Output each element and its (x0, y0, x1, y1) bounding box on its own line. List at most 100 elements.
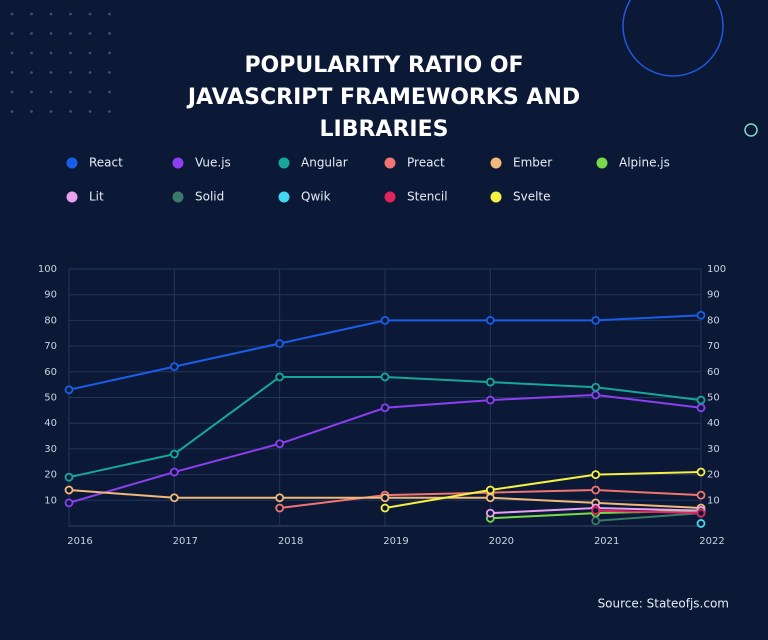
y-tick-label: 40 (44, 418, 57, 429)
data-point (696, 508, 706, 518)
data-point (64, 485, 74, 495)
decor-dot (88, 71, 92, 74)
data-point (169, 449, 179, 459)
y-tick-label: 80 (44, 315, 57, 326)
y-tick-label: 30 (44, 444, 57, 455)
legend-swatch (66, 191, 78, 203)
decor-dot (108, 51, 111, 55)
data-point (64, 385, 74, 395)
legend-swatch (172, 191, 184, 203)
decor-dot (69, 32, 72, 35)
data-point (275, 493, 285, 503)
legend-swatch (384, 157, 396, 169)
legend-swatch (278, 191, 290, 203)
legend-label: Angular (301, 156, 348, 170)
legend-label: React (89, 156, 123, 170)
decor-dot (88, 32, 92, 35)
data-point (591, 506, 601, 515)
y-tick-label-right: 20 (707, 470, 720, 481)
decor-dot (49, 71, 53, 74)
decor-dot (69, 71, 72, 74)
data-point (485, 377, 495, 387)
data-point (275, 372, 285, 382)
decor-dot (49, 110, 53, 113)
data-point (275, 439, 285, 449)
y-tick-label: 100 (38, 264, 57, 275)
decor-dot (49, 90, 53, 94)
decor-dot (69, 12, 72, 16)
data-point (485, 395, 495, 405)
data-point (64, 472, 74, 482)
legend-swatch (596, 157, 608, 169)
series-line (595, 509, 702, 515)
y-tick-label-right: 10 (707, 495, 720, 506)
decor-dot (10, 110, 14, 113)
series-line (384, 471, 702, 509)
source: Source: Stateofjs.com (598, 597, 729, 611)
legend-label: Vue.js (195, 156, 231, 170)
data-point (696, 395, 706, 405)
data-point (380, 503, 390, 513)
decor-dot (108, 12, 111, 16)
x-tick-label: 2017 (173, 536, 198, 547)
decor-dot (69, 90, 72, 94)
data-point (380, 372, 390, 382)
x-tick-label: 2018 (278, 536, 303, 547)
decor-dot (30, 71, 33, 74)
decor-dot (10, 51, 14, 55)
x-tick-label: 2020 (489, 536, 514, 547)
decor-dot (88, 110, 92, 113)
legend-swatch (490, 157, 502, 169)
y-tick-label: 50 (44, 393, 57, 404)
data-point (591, 382, 601, 392)
chart-title: POPULARITY RATIO OF JAVASCRIPT FRAMEWORK… (187, 53, 581, 142)
y-tick-label-right: 30 (707, 444, 720, 455)
decor-dot (49, 32, 53, 35)
data-point (696, 467, 706, 477)
data-point (696, 490, 706, 500)
decor-dot (69, 51, 72, 55)
decor-dot (30, 32, 33, 35)
x-tick-label: 2021 (594, 536, 619, 547)
data-point (696, 403, 706, 413)
decor-dot (30, 90, 33, 94)
legend-swatch (278, 157, 290, 169)
data-point (169, 362, 179, 372)
legend-label: Stencil (407, 190, 448, 204)
data-point (591, 470, 601, 480)
data-point (380, 315, 390, 325)
data-point (485, 315, 495, 325)
x-tick-label: 2019 (383, 536, 408, 547)
data-point (591, 315, 601, 325)
decor-dot (69, 110, 72, 113)
y-tick-label-right: 40 (707, 418, 720, 429)
legend-swatch (384, 191, 396, 203)
data-point (485, 493, 495, 503)
y-tick-label-right: 50 (707, 393, 720, 404)
decor-dot (49, 12, 53, 16)
y-tick-label: 70 (44, 341, 57, 352)
legend-swatch (490, 191, 502, 203)
data-point (64, 498, 74, 508)
y-tick-label: 10 (44, 495, 57, 506)
data-point (275, 503, 285, 513)
decor-dot (10, 71, 14, 74)
legend-label: Ember (513, 156, 552, 170)
data-point (696, 519, 706, 528)
data-point (696, 310, 706, 320)
decor-dot (108, 32, 111, 35)
decoration (10, 0, 758, 137)
legend-label: Svelte (513, 190, 551, 204)
data-point (591, 485, 601, 495)
data-point (275, 339, 285, 348)
decor-dot (10, 12, 14, 16)
data-point (591, 516, 601, 526)
decor-dot (30, 51, 33, 55)
y-tick-label-right: 90 (707, 290, 720, 301)
legend-label: Solid (195, 190, 224, 204)
data-point (169, 467, 179, 477)
data-point (591, 390, 601, 400)
series-line (595, 512, 702, 522)
y-tick-label-right: 60 (707, 367, 720, 378)
decor-dot (10, 90, 14, 94)
